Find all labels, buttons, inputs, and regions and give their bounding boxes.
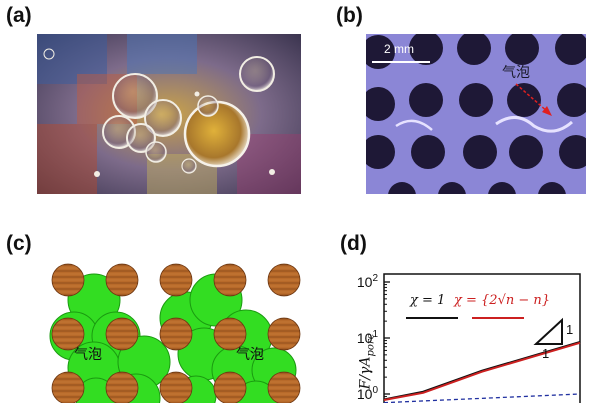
slope-label-top: 1 [566, 322, 574, 337]
slope-label-bottom: 1 [542, 346, 550, 361]
panel-c-label: (c) [6, 232, 32, 255]
panel-d-label: (d) [340, 232, 367, 255]
force-plot: 102 101 100 χ = 1 χ = {2√n − n} 1 1 F/γApo… [340, 262, 594, 403]
legend-label-black: χ = 1 [410, 293, 446, 308]
panel-b-label: (b) [336, 4, 363, 27]
y-tick-label: 102 [357, 273, 379, 290]
slope-triangle [533, 317, 563, 345]
series-line [383, 393, 581, 403]
bubble-label-left: 气泡 [74, 347, 102, 363]
scale-bar-label: 2 mm [384, 42, 414, 56]
schematic: 气泡 气泡 [36, 258, 312, 403]
bubble-annotation: 气泡 [502, 65, 530, 81]
y-axis-label-main: F/γA [357, 356, 374, 390]
series-line [383, 341, 581, 402]
micrograph-drawing [366, 34, 586, 194]
micrograph: 2 mm 气泡 [366, 34, 586, 194]
y-axis-label-sub: pore [365, 333, 377, 357]
bubble-photo [37, 34, 301, 194]
bubble-label-right: 气泡 [236, 347, 264, 363]
plot-frame [383, 273, 581, 403]
panel-a-label: (a) [6, 4, 32, 27]
bubble-photo-drawing [37, 34, 301, 194]
schematic-drawing [49, 263, 301, 403]
legend-label-red: χ = {2√n − n} [454, 293, 551, 308]
y-axis-label: F/γApore [358, 306, 377, 416]
